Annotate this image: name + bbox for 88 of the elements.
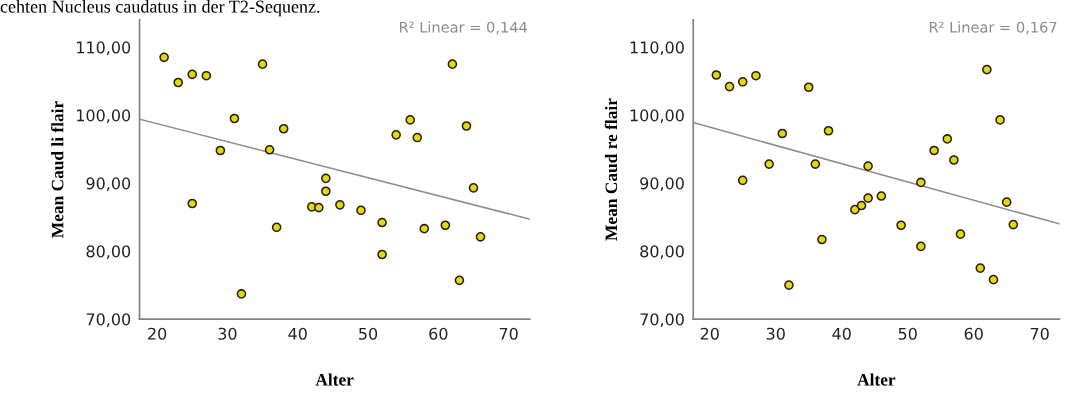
point xyxy=(229,113,240,124)
point xyxy=(856,200,867,211)
point xyxy=(929,145,939,156)
point xyxy=(817,234,827,245)
point xyxy=(173,77,184,88)
point xyxy=(264,144,275,155)
point xyxy=(377,217,387,228)
point xyxy=(187,198,198,209)
point xyxy=(949,155,959,165)
point xyxy=(159,52,169,63)
point xyxy=(823,125,834,136)
y-tick-label: 100,00 xyxy=(77,109,131,124)
point xyxy=(916,241,926,252)
point xyxy=(850,204,860,215)
x-tick-label: 30 xyxy=(766,327,785,340)
x-tick-label: 20 xyxy=(700,327,719,340)
x-tick-label: 30 xyxy=(218,327,237,340)
point xyxy=(468,183,479,193)
x-axis-title: Alter xyxy=(857,373,896,386)
x-tick-label: 50 xyxy=(359,327,378,340)
y-tick-label: 80,00 xyxy=(86,245,131,260)
y-tick-label: 90,00 xyxy=(640,177,684,192)
x-tick-label: 40 xyxy=(288,327,307,340)
point xyxy=(1008,219,1019,230)
point xyxy=(737,175,748,186)
y-tick-label: 110,00 xyxy=(630,41,684,56)
point xyxy=(863,193,873,203)
point xyxy=(447,59,458,69)
point xyxy=(321,186,331,197)
point xyxy=(440,220,451,231)
point xyxy=(724,81,735,92)
text: cehten Nucleus caudatus in der T2-Sequenz. xyxy=(0,0,320,17)
point xyxy=(982,64,992,75)
point xyxy=(777,128,788,139)
point xyxy=(201,70,212,81)
point xyxy=(916,177,926,188)
y-tick-label: 70,00 xyxy=(86,313,131,328)
point xyxy=(1001,197,1012,207)
x-tick-label: 60 xyxy=(964,327,983,340)
point xyxy=(391,130,401,140)
point xyxy=(988,274,999,285)
y-tick-label: 70,00 xyxy=(640,313,684,328)
point xyxy=(257,59,268,69)
x-axis-title: Alter xyxy=(315,373,354,386)
y-axis-title: Mean Caud re flair xyxy=(604,98,618,241)
point xyxy=(784,280,794,290)
point xyxy=(863,161,873,171)
point xyxy=(271,222,282,233)
point xyxy=(461,121,472,131)
annotation: R² Linear = 0,144 xyxy=(400,21,527,35)
point xyxy=(975,263,986,273)
point xyxy=(454,275,465,286)
y-axis-title: Mean Caud li flair xyxy=(51,101,64,238)
point xyxy=(751,70,761,81)
point xyxy=(405,115,416,125)
y-tick-label: 110,00 xyxy=(77,41,131,56)
point xyxy=(187,69,198,80)
point xyxy=(377,249,387,260)
point xyxy=(335,200,345,210)
y-tick-label: 90,00 xyxy=(86,177,131,192)
x-tick-label: 20 xyxy=(148,327,167,340)
x-tick-label: 60 xyxy=(429,327,448,340)
x-tick-label: 70 xyxy=(499,327,518,340)
point xyxy=(711,70,722,80)
point xyxy=(803,82,814,93)
point xyxy=(475,232,486,242)
point xyxy=(942,134,953,144)
point xyxy=(278,123,289,134)
point xyxy=(356,205,366,216)
point xyxy=(876,191,887,201)
point xyxy=(810,159,821,169)
point xyxy=(321,173,331,184)
annotation: R² Linear = 0,167 xyxy=(929,21,1057,35)
point xyxy=(419,223,430,234)
y-tick-label: 100,00 xyxy=(630,109,684,124)
point xyxy=(764,159,774,169)
x-tick-label: 70 xyxy=(1030,327,1049,340)
point xyxy=(995,115,1005,125)
point xyxy=(313,202,324,213)
point xyxy=(955,229,966,239)
point xyxy=(236,289,247,299)
point xyxy=(215,145,226,156)
x-tick-label: 50 xyxy=(898,327,917,340)
point xyxy=(737,76,748,87)
y-tick-label: 80,00 xyxy=(640,245,684,260)
point xyxy=(412,132,423,143)
x-tick-label: 40 xyxy=(832,327,851,340)
point xyxy=(896,220,906,231)
